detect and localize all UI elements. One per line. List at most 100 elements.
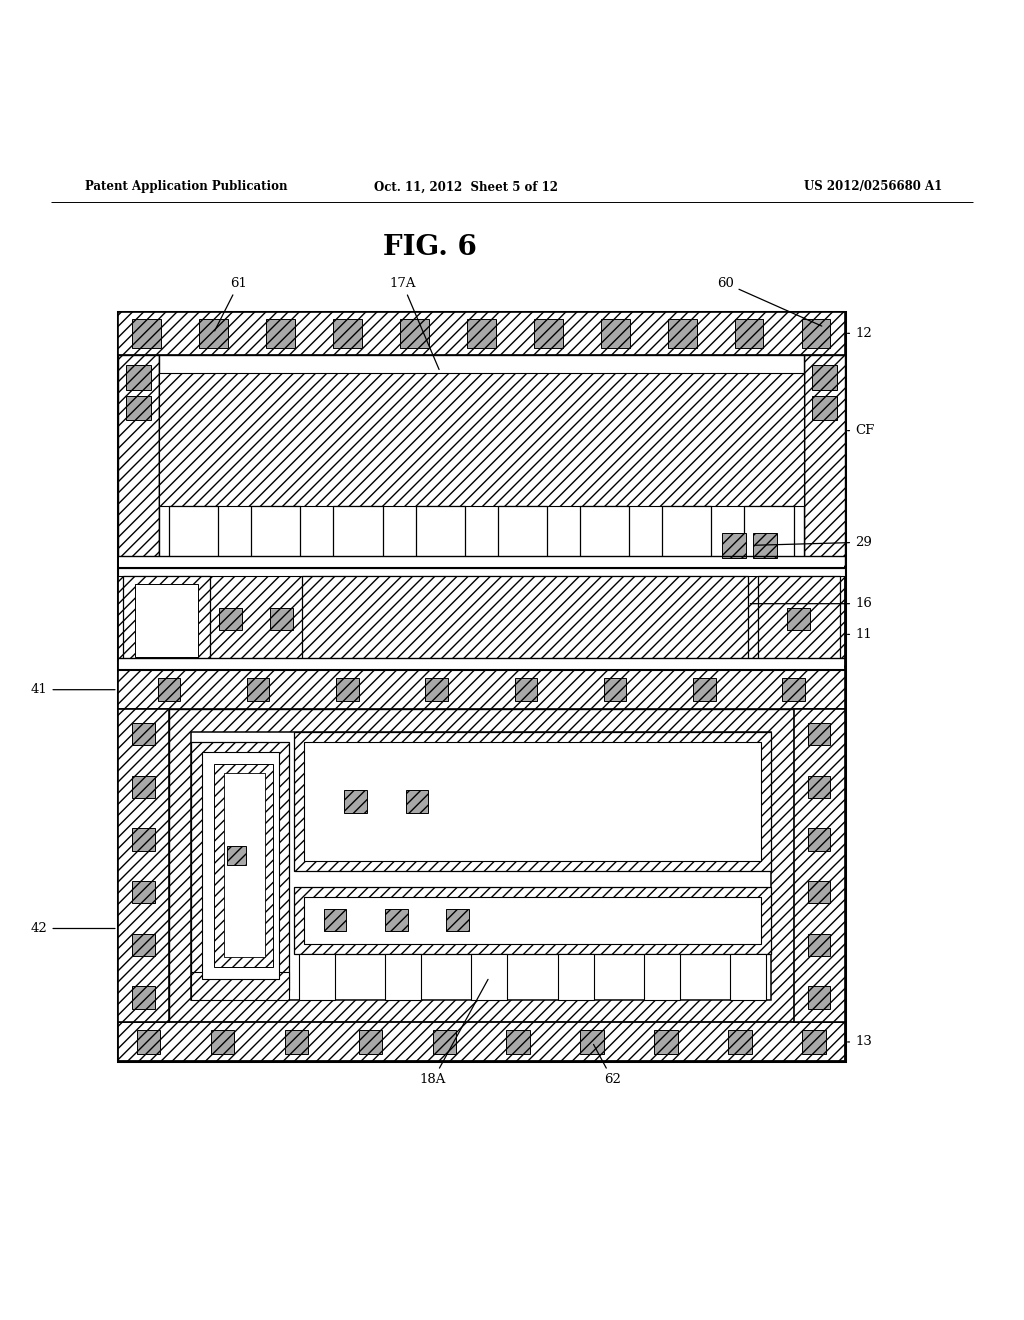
- Bar: [654, 1030, 678, 1053]
- Bar: [334, 507, 383, 568]
- Bar: [324, 909, 346, 932]
- Bar: [558, 954, 594, 1001]
- Bar: [247, 678, 269, 701]
- Text: 29: 29: [756, 536, 871, 549]
- Bar: [132, 723, 155, 746]
- Bar: [580, 507, 629, 568]
- Bar: [693, 678, 716, 701]
- Bar: [794, 709, 845, 1023]
- Bar: [358, 1030, 382, 1053]
- Bar: [432, 1030, 456, 1053]
- Bar: [515, 678, 538, 701]
- Bar: [336, 678, 358, 701]
- Bar: [137, 1030, 160, 1053]
- Text: CF: CF: [848, 424, 874, 437]
- Bar: [132, 776, 155, 799]
- Bar: [406, 791, 428, 813]
- Text: 16: 16: [751, 597, 871, 610]
- Bar: [808, 933, 830, 956]
- Bar: [304, 742, 761, 861]
- Bar: [132, 986, 155, 1008]
- Bar: [344, 791, 367, 813]
- Bar: [758, 576, 840, 665]
- Text: 61: 61: [215, 277, 247, 331]
- Bar: [644, 954, 680, 1001]
- Bar: [191, 731, 771, 1001]
- Bar: [808, 986, 830, 1008]
- Bar: [604, 678, 627, 701]
- Bar: [802, 319, 830, 347]
- Bar: [663, 507, 712, 568]
- Bar: [581, 1030, 604, 1053]
- Bar: [668, 319, 696, 347]
- Bar: [126, 396, 151, 420]
- Bar: [812, 366, 837, 389]
- Text: 17A: 17A: [389, 277, 439, 370]
- Bar: [385, 954, 421, 1001]
- Bar: [808, 880, 830, 903]
- Text: Patent Application Publication: Patent Application Publication: [85, 181, 288, 194]
- Text: 60: 60: [717, 277, 822, 326]
- Bar: [158, 678, 180, 701]
- Bar: [211, 1030, 234, 1053]
- Bar: [787, 607, 810, 631]
- Bar: [299, 954, 335, 1001]
- Bar: [808, 723, 830, 746]
- Bar: [135, 585, 198, 657]
- Bar: [202, 752, 279, 979]
- Bar: [425, 678, 447, 701]
- Bar: [803, 1030, 825, 1053]
- Bar: [471, 954, 507, 1001]
- Bar: [744, 507, 794, 568]
- Text: 13: 13: [848, 1035, 871, 1048]
- Bar: [214, 764, 273, 968]
- Bar: [132, 319, 161, 347]
- Bar: [333, 319, 361, 347]
- Text: 12: 12: [848, 327, 871, 339]
- Text: Oct. 11, 2012  Sheet 5 of 12: Oct. 11, 2012 Sheet 5 of 12: [374, 181, 558, 194]
- Bar: [302, 576, 748, 665]
- Bar: [227, 846, 246, 865]
- Bar: [132, 880, 155, 903]
- Bar: [294, 731, 771, 871]
- Bar: [118, 568, 845, 671]
- Bar: [804, 355, 845, 568]
- Bar: [782, 678, 805, 701]
- Bar: [294, 887, 771, 954]
- Text: 42: 42: [31, 921, 115, 935]
- Bar: [534, 319, 562, 347]
- Bar: [119, 556, 844, 568]
- Bar: [224, 772, 265, 957]
- Bar: [304, 896, 761, 944]
- Bar: [285, 1030, 308, 1053]
- Text: 11: 11: [848, 628, 871, 642]
- Bar: [118, 709, 169, 1023]
- Text: 62: 62: [594, 1044, 621, 1086]
- Bar: [118, 355, 159, 568]
- Bar: [400, 319, 429, 347]
- Bar: [118, 312, 845, 355]
- Bar: [119, 657, 844, 671]
- Bar: [416, 507, 465, 568]
- Bar: [728, 1030, 752, 1053]
- Bar: [118, 671, 845, 709]
- Bar: [498, 507, 547, 568]
- Bar: [123, 576, 210, 665]
- Bar: [808, 828, 830, 851]
- Bar: [118, 568, 845, 576]
- Bar: [219, 607, 242, 631]
- Bar: [601, 319, 630, 347]
- Bar: [159, 355, 804, 568]
- Bar: [251, 507, 300, 568]
- Bar: [159, 374, 804, 507]
- Bar: [735, 319, 764, 347]
- Bar: [169, 507, 218, 568]
- Bar: [191, 973, 289, 1001]
- Bar: [132, 828, 155, 851]
- Bar: [385, 909, 408, 932]
- Bar: [169, 709, 794, 1023]
- Bar: [753, 533, 777, 557]
- Bar: [446, 909, 469, 932]
- Bar: [467, 319, 496, 347]
- Bar: [132, 933, 155, 956]
